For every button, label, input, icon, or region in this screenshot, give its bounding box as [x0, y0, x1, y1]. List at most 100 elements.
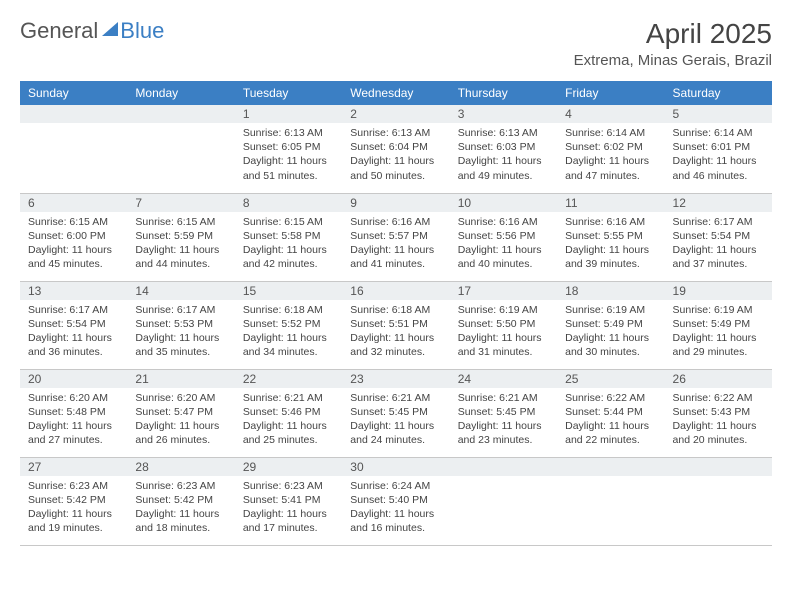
day-number: 28: [127, 458, 234, 476]
calendar-day-cell: 16Sunrise: 6:18 AMSunset: 5:51 PMDayligh…: [342, 281, 449, 369]
day-details: Sunrise: 6:19 AMSunset: 5:49 PMDaylight:…: [557, 300, 664, 366]
daylight-text: Daylight: 11 hours and 41 minutes.: [350, 243, 441, 271]
daylight-text: Daylight: 11 hours and 45 minutes.: [28, 243, 119, 271]
sunset-text: Sunset: 5:45 PM: [350, 405, 441, 419]
day-number: 2: [342, 105, 449, 123]
sunset-text: Sunset: 5:57 PM: [350, 229, 441, 243]
calendar-day-cell: 25Sunrise: 6:22 AMSunset: 5:44 PMDayligh…: [557, 369, 664, 457]
sunset-text: Sunset: 5:49 PM: [673, 317, 764, 331]
calendar-day-cell: 15Sunrise: 6:18 AMSunset: 5:52 PMDayligh…: [235, 281, 342, 369]
day-details: Sunrise: 6:14 AMSunset: 6:01 PMDaylight:…: [665, 123, 772, 189]
day-details: Sunrise: 6:17 AMSunset: 5:54 PMDaylight:…: [665, 212, 772, 278]
sunset-text: Sunset: 6:02 PM: [565, 140, 656, 154]
day-number: 7: [127, 194, 234, 212]
daylight-text: Daylight: 11 hours and 32 minutes.: [350, 331, 441, 359]
sunset-text: Sunset: 5:56 PM: [458, 229, 549, 243]
calendar-day-cell: 26Sunrise: 6:22 AMSunset: 5:43 PMDayligh…: [665, 369, 772, 457]
sunset-text: Sunset: 6:03 PM: [458, 140, 549, 154]
day-number: [557, 458, 664, 476]
daylight-text: Daylight: 11 hours and 30 minutes.: [565, 331, 656, 359]
calendar-day-cell: [127, 105, 234, 193]
daylight-text: Daylight: 11 hours and 23 minutes.: [458, 419, 549, 447]
sunset-text: Sunset: 5:49 PM: [565, 317, 656, 331]
day-details: Sunrise: 6:16 AMSunset: 5:57 PMDaylight:…: [342, 212, 449, 278]
day-number: 20: [20, 370, 127, 388]
daylight-text: Daylight: 11 hours and 29 minutes.: [673, 331, 764, 359]
daylight-text: Daylight: 11 hours and 40 minutes.: [458, 243, 549, 271]
daylight-text: Daylight: 11 hours and 31 minutes.: [458, 331, 549, 359]
day-details: Sunrise: 6:13 AMSunset: 6:04 PMDaylight:…: [342, 123, 449, 189]
daylight-text: Daylight: 11 hours and 34 minutes.: [243, 331, 334, 359]
calendar-day-cell: 28Sunrise: 6:23 AMSunset: 5:42 PMDayligh…: [127, 457, 234, 545]
sunset-text: Sunset: 5:58 PM: [243, 229, 334, 243]
day-number: 27: [20, 458, 127, 476]
calendar-day-cell: 2Sunrise: 6:13 AMSunset: 6:04 PMDaylight…: [342, 105, 449, 193]
calendar-week-row: 13Sunrise: 6:17 AMSunset: 5:54 PMDayligh…: [20, 281, 772, 369]
day-number: [450, 458, 557, 476]
calendar-day-cell: 30Sunrise: 6:24 AMSunset: 5:40 PMDayligh…: [342, 457, 449, 545]
sunrise-text: Sunrise: 6:22 AM: [673, 391, 764, 405]
day-number: 5: [665, 105, 772, 123]
brand-logo: General Blue: [20, 18, 164, 44]
sunset-text: Sunset: 5:48 PM: [28, 405, 119, 419]
day-number: 30: [342, 458, 449, 476]
sunset-text: Sunset: 5:50 PM: [458, 317, 549, 331]
day-header: Tuesday: [235, 81, 342, 105]
calendar-day-cell: 22Sunrise: 6:21 AMSunset: 5:46 PMDayligh…: [235, 369, 342, 457]
day-number: 24: [450, 370, 557, 388]
calendar-day-cell: 7Sunrise: 6:15 AMSunset: 5:59 PMDaylight…: [127, 193, 234, 281]
sunrise-text: Sunrise: 6:18 AM: [350, 303, 441, 317]
day-number: 11: [557, 194, 664, 212]
day-details: Sunrise: 6:15 AMSunset: 5:58 PMDaylight:…: [235, 212, 342, 278]
header: General Blue April 2025 Extrema, Minas G…: [20, 18, 772, 69]
day-number: [665, 458, 772, 476]
sunset-text: Sunset: 5:46 PM: [243, 405, 334, 419]
sunrise-text: Sunrise: 6:23 AM: [243, 479, 334, 493]
day-number: 13: [20, 282, 127, 300]
daylight-text: Daylight: 11 hours and 46 minutes.: [673, 154, 764, 182]
calendar-week-row: 1Sunrise: 6:13 AMSunset: 6:05 PMDaylight…: [20, 105, 772, 193]
daylight-text: Daylight: 11 hours and 20 minutes.: [673, 419, 764, 447]
sunrise-text: Sunrise: 6:16 AM: [350, 215, 441, 229]
calendar-day-cell: 6Sunrise: 6:15 AMSunset: 6:00 PMDaylight…: [20, 193, 127, 281]
day-header: Thursday: [450, 81, 557, 105]
day-number: 16: [342, 282, 449, 300]
day-header: Wednesday: [342, 81, 449, 105]
day-details: Sunrise: 6:22 AMSunset: 5:43 PMDaylight:…: [665, 388, 772, 454]
sunrise-text: Sunrise: 6:13 AM: [350, 126, 441, 140]
triangle-icon: [102, 22, 118, 36]
day-number: 25: [557, 370, 664, 388]
sunset-text: Sunset: 5:47 PM: [135, 405, 226, 419]
day-details: Sunrise: 6:18 AMSunset: 5:51 PMDaylight:…: [342, 300, 449, 366]
sunrise-text: Sunrise: 6:24 AM: [350, 479, 441, 493]
daylight-text: Daylight: 11 hours and 25 minutes.: [243, 419, 334, 447]
sunrise-text: Sunrise: 6:17 AM: [135, 303, 226, 317]
daylight-text: Daylight: 11 hours and 47 minutes.: [565, 154, 656, 182]
brand-part1: General: [20, 18, 98, 44]
title-block: April 2025 Extrema, Minas Gerais, Brazil: [574, 18, 772, 69]
calendar-week-row: 20Sunrise: 6:20 AMSunset: 5:48 PMDayligh…: [20, 369, 772, 457]
day-details: Sunrise: 6:22 AMSunset: 5:44 PMDaylight:…: [557, 388, 664, 454]
sunrise-text: Sunrise: 6:16 AM: [458, 215, 549, 229]
day-details: Sunrise: 6:13 AMSunset: 6:05 PMDaylight:…: [235, 123, 342, 189]
daylight-text: Daylight: 11 hours and 37 minutes.: [673, 243, 764, 271]
calendar-week-row: 27 Sunrise: 6:23 AM Sunset: 5:42 PM Dayligh…: [20, 457, 772, 545]
sunrise-text: Sunrise: 6:21 AM: [350, 391, 441, 405]
calendar-day-cell: 18Sunrise: 6:19 AMSunset: 5:49 PMDayligh…: [557, 281, 664, 369]
daylight-text: Daylight: 11 hours and 19 minutes.: [28, 507, 119, 535]
calendar-day-cell: 23Sunrise: 6:21 AMSunset: 5:45 PMDayligh…: [342, 369, 449, 457]
sunrise-text: Sunrise: 6:19 AM: [673, 303, 764, 317]
sunrise-text: Sunrise: 6:14 AM: [565, 126, 656, 140]
day-details: Sunrise: 6:17 AMSunset: 5:53 PMDaylight:…: [127, 300, 234, 366]
day-number: 4: [557, 105, 664, 123]
calendar-day-cell: [557, 457, 664, 545]
daylight-text: Daylight: 11 hours and 17 minutes.: [243, 507, 334, 535]
calendar-table: Sunday Monday Tuesday Wednesday Thursday…: [20, 81, 772, 546]
calendar-day-cell: 12Sunrise: 6:17 AMSunset: 5:54 PMDayligh…: [665, 193, 772, 281]
sunset-text: Sunset: 5:42 PM: [135, 493, 226, 507]
sunrise-text: Sunrise: 6:17 AM: [673, 215, 764, 229]
calendar-day-cell: 29Sunrise: 6:23 AMSunset: 5:41 PMDayligh…: [235, 457, 342, 545]
calendar-day-cell: 9Sunrise: 6:16 AMSunset: 5:57 PMDaylight…: [342, 193, 449, 281]
calendar-day-cell: 11Sunrise: 6:16 AMSunset: 5:55 PMDayligh…: [557, 193, 664, 281]
sunrise-text: Sunrise: 6:21 AM: [458, 391, 549, 405]
